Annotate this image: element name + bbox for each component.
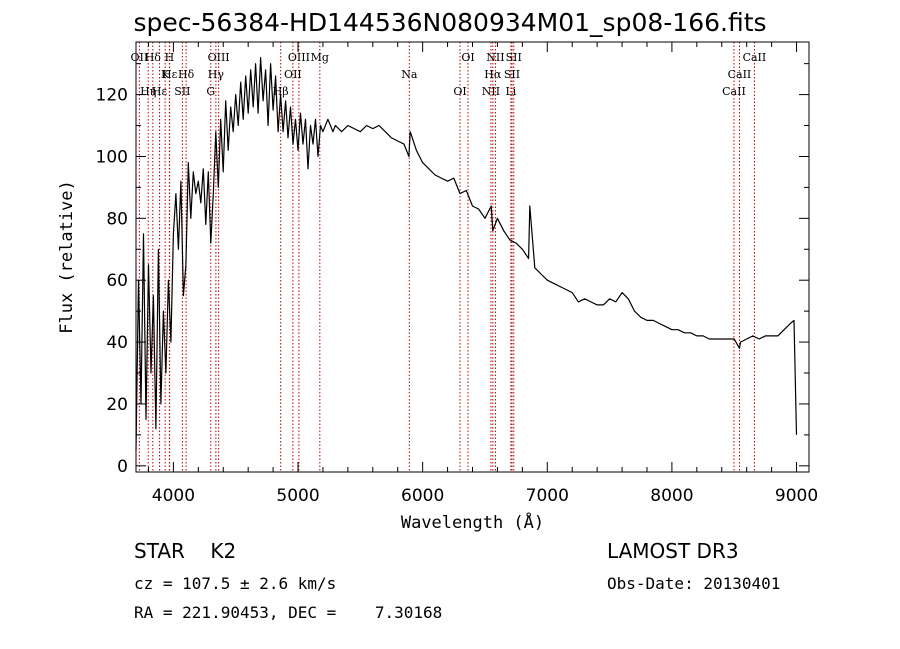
line-label-sii: SII — [506, 51, 522, 64]
y-axis-label: Flux (relative) — [57, 180, 77, 334]
line-label-caii: CaII — [728, 68, 752, 81]
y-tick-label: 60 — [106, 271, 128, 291]
redshift-velocity: cz = 107.5 ± 2.6 km/s — [134, 574, 337, 593]
line-label-li: Li — [505, 85, 516, 98]
spectral-lines-layer — [138, 42, 755, 472]
line-label-oi: OI — [453, 85, 466, 98]
line-label-na: Na — [401, 68, 418, 81]
y-tick-label: 40 — [106, 333, 128, 353]
x-tick-label: 8000 — [650, 486, 693, 506]
line-label-caii: CaII — [722, 85, 746, 98]
axes-layer — [135, 41, 810, 473]
chart-title: spec-56384-HD144536N080934M01_sp08-166.f… — [133, 8, 767, 37]
y-tick-label: 20 — [106, 395, 128, 415]
line-label-nii: NII — [482, 85, 500, 98]
line-label-oiii: OIII — [208, 51, 230, 64]
line-label-hβ: Hβ — [273, 85, 289, 98]
line-label-hδ: Hδ — [178, 68, 195, 81]
line-label-hε: Hε — [152, 85, 168, 98]
object-class: STAR K2 — [134, 539, 237, 563]
line-label-hδ: Hδ — [145, 51, 162, 64]
y-tick-label: 100 — [96, 147, 128, 167]
observation-date: Obs-Date: 20130401 — [607, 574, 781, 593]
coordinates: RA = 221.90453, DEC = 7.30168 — [134, 603, 443, 622]
line-label-hε: Hε — [162, 68, 178, 81]
x-tick-label: 9000 — [775, 486, 818, 506]
labels-layer: HδKHεOIIHεHηHHδSIIOIIIHγGOIIIOIIHβMgNaOI… — [57, 51, 818, 533]
y-tick-label: 0 — [117, 457, 128, 477]
line-label-oii: OII — [284, 68, 302, 81]
line-label-mg: Mg — [311, 51, 329, 64]
line-label-hα: Hα — [484, 68, 502, 81]
line-label-sii: SII — [174, 85, 190, 98]
series-flux — [135, 56, 798, 451]
x-axis-label: Wavelength (Å) — [401, 511, 544, 533]
x-tick-label: 4000 — [152, 486, 195, 506]
y-tick-label: 120 — [96, 86, 128, 106]
line-label-hη: Hη — [140, 85, 156, 98]
line-label-caii: CaII — [743, 51, 767, 64]
line-label-oii: OII — [131, 51, 149, 64]
x-tick-label: 5000 — [276, 486, 319, 506]
line-label-oiii: OIII — [288, 51, 310, 64]
line-label-sii: SII — [504, 68, 520, 81]
line-label-g: G — [206, 85, 215, 98]
x-tick-label: 6000 — [401, 486, 444, 506]
line-label-hγ: Hγ — [208, 68, 225, 81]
plot-layer — [135, 56, 798, 451]
line-label-oi: OI — [461, 51, 474, 64]
x-tick-label: 7000 — [526, 486, 569, 506]
line-label-k: K — [161, 68, 170, 81]
y-tick-label: 80 — [106, 209, 128, 229]
line-label-h: H — [165, 51, 175, 64]
survey-name: LAMOST DR3 — [607, 539, 739, 563]
line-label-nii: NII — [486, 51, 504, 64]
